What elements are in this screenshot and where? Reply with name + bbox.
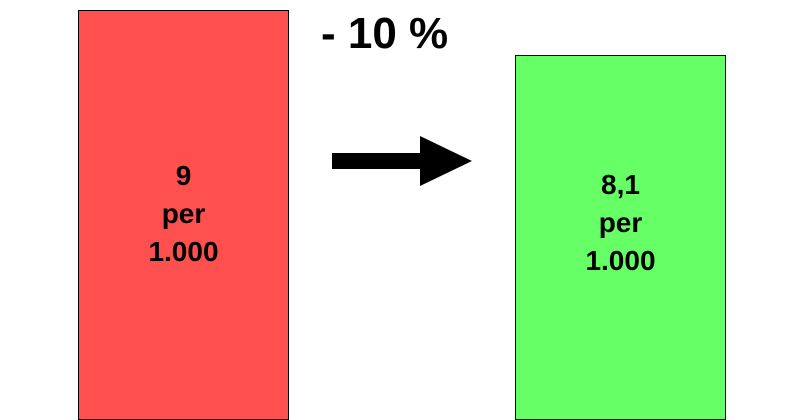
before-rate-box: 9 per 1.000 bbox=[78, 10, 289, 420]
before-rate-value: 9 bbox=[175, 160, 192, 191]
after-rate-denominator: 1.000 bbox=[585, 244, 656, 276]
after-rate-value: 8,1 bbox=[601, 168, 640, 200]
change-percentage-label: - 10 % bbox=[321, 9, 449, 58]
arrow-shape bbox=[332, 136, 472, 186]
after-rate-unit: per bbox=[598, 206, 643, 238]
before-rate-unit: per bbox=[161, 198, 206, 229]
arrow-right-icon bbox=[332, 136, 472, 186]
after-rate-text: 8,1 per 1.000 bbox=[585, 166, 655, 280]
after-rate-box: 8,1 per 1.000 bbox=[515, 55, 726, 420]
before-rate-denominator: 1.000 bbox=[148, 236, 219, 267]
before-rate-text: 9 per 1.000 bbox=[148, 157, 218, 271]
